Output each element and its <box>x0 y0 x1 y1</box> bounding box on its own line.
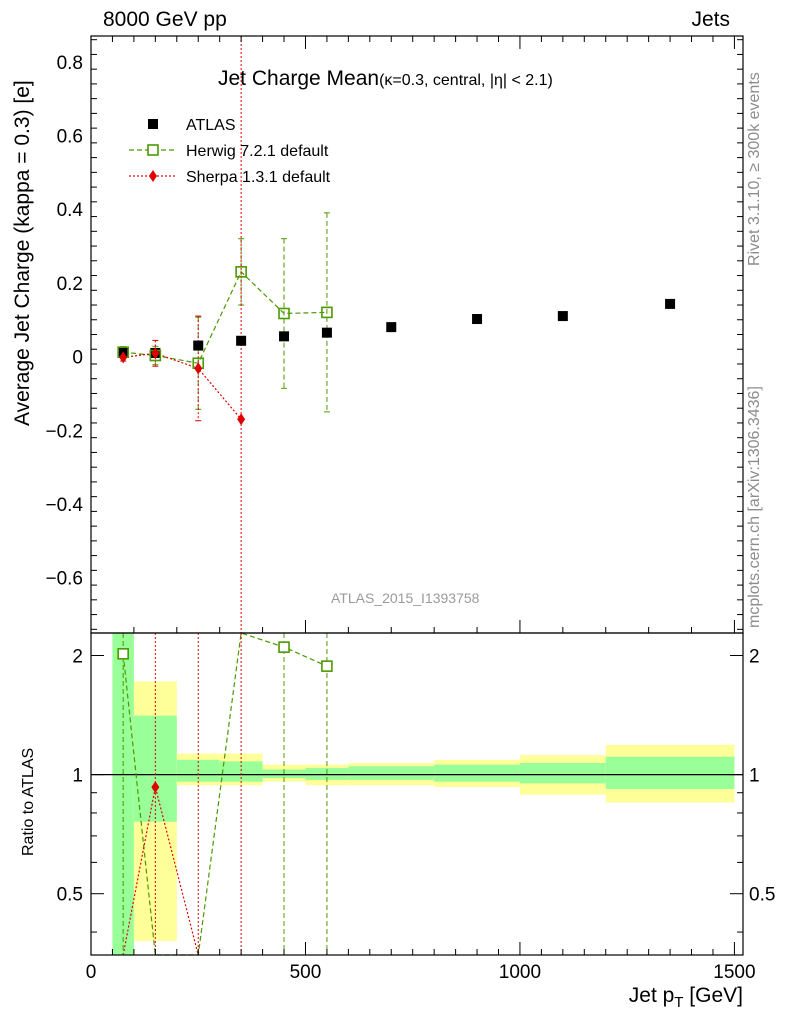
legend-label-0: ATLAS <box>186 117 236 134</box>
atlas-point <box>236 335 247 346</box>
side-label-rivet: Rivet 3.1.10, ≥ 300k events <box>746 72 763 266</box>
xtick-label: 500 <box>290 962 322 983</box>
header-right: Jets <box>691 8 730 31</box>
ratio-herwig-point <box>117 648 129 660</box>
ratio-band-inner-3 <box>219 761 263 782</box>
atlas-point <box>557 311 568 322</box>
sherpa-point <box>237 413 246 426</box>
sherpa-point <box>151 347 160 360</box>
main-line-sherpa <box>123 352 242 420</box>
sherpa-point <box>194 362 203 375</box>
ratio-ytick-label: 0.5 <box>57 885 83 906</box>
main-ytick-label: −0.6 <box>45 569 83 590</box>
ratio-band-inner-7 <box>434 764 520 782</box>
ratio-marker-layer <box>117 641 333 794</box>
ratio-line-layer <box>122 632 328 956</box>
chart-title-main: Jet Charge Mean <box>218 67 380 90</box>
main-ytick-label: 0.8 <box>57 53 83 74</box>
main-marker-layer <box>117 266 676 426</box>
side-label-mcplots: mcplots.cern.ch [arXiv:1306.3436] <box>746 386 763 628</box>
ratio-band-layer <box>112 633 735 955</box>
legend: ATLAS Herwig 7.2.1 default Sherpa 1.3.1 de… <box>129 117 331 186</box>
atlas-point <box>472 314 483 325</box>
ratio-band-inner-9 <box>605 756 735 789</box>
xtick-label: 0 <box>86 962 97 983</box>
ratio-y-axis-label: Ratio to ATLAS <box>20 747 37 856</box>
tick-layer <box>90 36 743 955</box>
x-axis-label: Jet pT [GeV] <box>628 984 743 1012</box>
atlas-point <box>193 340 204 351</box>
ratio-ytick-label-right: 2 <box>749 647 760 668</box>
atlas-point <box>321 327 332 338</box>
atlas-point <box>386 322 397 333</box>
main-ytick-label: 0 <box>72 348 83 369</box>
ratio-ytick-label: 1 <box>72 766 83 787</box>
chart-title-sub: (κ=0.3, central, |η| < 2.1) <box>379 72 553 89</box>
ratio-ytick-label: 2 <box>72 647 83 668</box>
main-ytick-label: 0.6 <box>57 127 83 148</box>
main-ytick-label: −0.4 <box>45 495 83 516</box>
legend-sherpa-marker <box>149 170 157 182</box>
ratio-line-herwig <box>122 632 328 956</box>
herwig-point <box>235 266 247 278</box>
header-left: 8000 GeV pp <box>103 8 227 31</box>
ratio-panel-frame <box>90 632 744 956</box>
ratio-band-inner-6 <box>348 766 435 780</box>
tick-label-layer: −0.6 −0.4 −0.2 0 0.2 0.4 0.6 0.8 0.5 0.5 1 1 2 2 0 500 1… <box>45 53 775 983</box>
herwig-point <box>321 306 333 319</box>
ratio-line-sherpa <box>122 786 199 956</box>
xtick-label: 1500 <box>713 962 755 983</box>
chart-title: Jet Charge Mean(κ=0.3, central, |η| < 2.… <box>218 67 553 91</box>
herwig-point <box>278 307 290 320</box>
ratio-sherpa-point <box>151 781 160 794</box>
main-ytick-label: 0.2 <box>57 274 83 295</box>
main-ytick-label: 0.4 <box>57 200 84 221</box>
ratio-herwig-point <box>321 660 333 672</box>
ratio-herwig-point <box>278 641 290 653</box>
xtick-label: 1000 <box>499 962 541 983</box>
legend-label-1: Herwig 7.2.1 default <box>186 143 329 160</box>
analysis-watermark: ATLAS_2015_I1393758 <box>331 590 480 606</box>
main-ytick-label: −0.2 <box>45 421 83 442</box>
ratio-band-inner-8 <box>519 762 606 784</box>
sherpa-point <box>119 351 128 364</box>
main-y-axis-label: Average Jet Charge (kappa = 0.3) [e] <box>11 80 34 426</box>
ratio-ytick-label-right: 0.5 <box>749 885 775 906</box>
legend-label-2: Sherpa 1.3.1 default <box>186 169 331 186</box>
legend-herwig-marker <box>147 144 159 156</box>
ratio-ytick-label-right: 1 <box>749 766 760 787</box>
atlas-point <box>665 298 676 309</box>
legend-atlas-marker <box>148 119 158 129</box>
atlas-point <box>279 331 290 342</box>
